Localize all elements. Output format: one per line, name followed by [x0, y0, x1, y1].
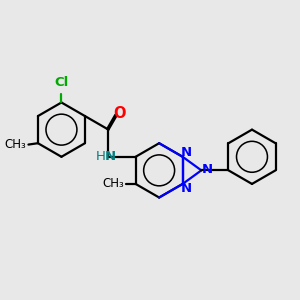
- Text: Cl: Cl: [54, 76, 69, 89]
- Text: N: N: [181, 182, 192, 194]
- Text: N: N: [181, 146, 192, 159]
- Text: O: O: [114, 106, 126, 121]
- Text: CH₃: CH₃: [102, 177, 124, 190]
- Text: CH₃: CH₃: [4, 138, 26, 151]
- Text: N: N: [202, 163, 213, 176]
- Text: H: H: [96, 150, 106, 163]
- Text: N: N: [105, 150, 116, 163]
